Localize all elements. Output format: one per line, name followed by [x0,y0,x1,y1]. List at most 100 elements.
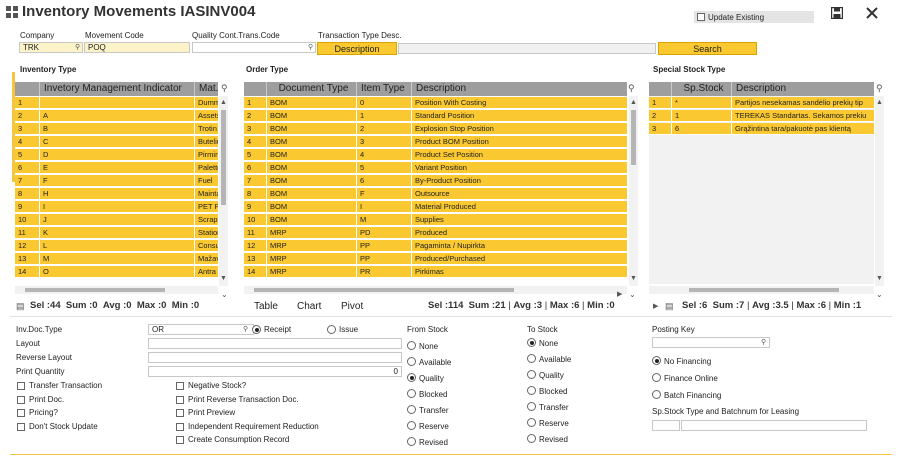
table-row[interactable]: 10 J Scrap [15,214,218,226]
order-type-grid[interactable]: Document Type Item Type Description 1 BOM… [244,82,627,284]
table-row[interactable]: 9 I PET P [15,201,218,213]
sp-stock-type-input[interactable] [652,420,680,431]
table-row[interactable]: 5 BOM 4 Product Set Position [244,149,627,161]
special-nav-icon[interactable]: ▶ [653,303,659,310]
from-stock-radio[interactable] [407,357,416,366]
table-row[interactable]: 3 B Trotin [15,123,218,135]
to-stock-radio[interactable] [527,402,536,411]
table-row[interactable]: 11 KStation [15,227,218,239]
table-row[interactable]: 2 AAssets [15,110,218,122]
print-quantity-input[interactable]: 0 [148,366,402,377]
close-icon[interactable] [866,7,878,19]
scroll-down-icon[interactable]: ▼ [220,275,227,282]
table-row[interactable]: 7 F Fuel [15,175,218,187]
checkbox[interactable] [17,395,25,404]
scroll-up-icon[interactable]: ▲ [220,99,227,106]
movement-code-input[interactable]: POQ [84,42,190,53]
quality-trans-code-input[interactable] [192,42,316,53]
save-icon[interactable] [830,6,844,20]
checkbox[interactable] [176,436,184,444]
company-input[interactable]: TRK [19,42,83,53]
to-stock-radio[interactable] [527,386,536,395]
tab-chart[interactable]: Chart [297,301,322,312]
tab-pivot[interactable]: Pivot [341,301,364,312]
col-item-type[interactable]: Item Type [356,82,411,96]
inv-doc-type-search-icon[interactable]: ⚲ [243,326,249,333]
table-row[interactable]: 14 O Antra [15,266,218,278]
to-stock-radio[interactable] [527,354,536,363]
special-export-icon[interactable]: ▤ [665,301,674,311]
table-row[interactable]: 1 Dumm [15,97,218,109]
quality-search-icon[interactable]: ⚲ [308,44,314,51]
table-row[interactable]: 14 MRP PR Pirkimas [244,266,627,278]
checkbox[interactable] [176,382,184,390]
col-document-type[interactable]: Document Type [266,82,356,96]
layout-input[interactable] [148,338,402,349]
table-row[interactable]: 1 BOM 0 Position With Costing [244,97,627,109]
special-search-icon[interactable]: ⚲ [876,83,883,93]
special-stock-grid[interactable]: Sp.Stock Description 1 * Partijos nesekama… [649,82,874,284]
table-row[interactable]: 6 EPalette [15,162,218,174]
from-stock-radio[interactable] [407,405,416,414]
posting-key-input[interactable] [652,337,770,348]
transaction-type-desc-input[interactable] [398,43,656,54]
col-invetory-management-indicator[interactable]: Invetory Management Indicator [39,82,194,96]
table-row[interactable]: 2 1 TEREKAS Standartas. Sekamos prekiu [649,110,874,122]
from-stock-radio[interactable] [407,341,416,350]
receipt-radio[interactable] [252,325,261,334]
table-row[interactable]: 13 MRP PP Produced/Purchased [244,253,627,265]
inventory-export-icon[interactable]: ▤ [16,301,25,311]
table-row[interactable]: 1 * Partijos nesekamas sandėlio prekių tip [649,97,874,109]
checkbox[interactable] [176,409,184,417]
table-row[interactable]: 3 6 Grąžintina tara/pakuotė pas klientą [649,123,874,135]
checkbox[interactable] [176,395,184,404]
order-collapse-icon[interactable]: ⌄ [629,290,636,299]
table-row[interactable]: 6 BOM 5 Variant Position [244,162,627,174]
tab-table[interactable]: Table [254,301,278,312]
table-row[interactable]: 12 MRP PP Pagaminta / Nupirkta [244,240,627,252]
table-row[interactable]: 8 HMainta [15,188,218,200]
table-row[interactable]: 13 M Mažav [15,253,218,265]
table-row[interactable]: 7 BOM 6 By-Product Position [244,175,627,187]
inventory-hscroll[interactable] [15,286,218,294]
search-button[interactable]: Search [658,42,757,55]
order-nav-right-icon[interactable]: ▶ [617,291,623,298]
update-existing-toggle[interactable] [694,11,814,23]
table-row[interactable]: 10 BOM M Supplies [244,214,627,226]
scroll-down-icon[interactable]: ▼ [630,275,637,282]
col-sp-stock[interactable]: Sp.Stock [671,82,731,96]
order-hscroll[interactable] [244,286,627,294]
checkbox[interactable] [176,422,184,431]
order-search-icon[interactable]: ⚲ [628,83,635,93]
financing-radio[interactable] [652,390,661,399]
to-stock-radio[interactable] [527,338,536,347]
table-row[interactable]: 5 D Pirmin [15,149,218,161]
inventory-search-icon[interactable]: ⚲ [221,83,228,93]
table-row[interactable]: 11 MRP PD Produced [244,227,627,239]
to-stock-radio[interactable] [527,434,536,443]
checkbox[interactable] [17,382,25,390]
table-row[interactable]: 9 BOM I Material Produced [244,201,627,213]
from-stock-radio[interactable] [407,389,416,398]
col-description[interactable]: Description [411,82,627,96]
company-search-icon[interactable]: ⚲ [75,44,81,51]
table-row[interactable]: 8 BOM F Outsource [244,188,627,200]
from-stock-radio[interactable] [407,373,416,382]
reverse-layout-input[interactable] [148,352,402,363]
special-collapse-icon[interactable]: ⌄ [876,290,883,299]
table-row[interactable]: 3 BOM 2 Explosion Stop Position [244,123,627,135]
scroll-up-icon[interactable]: ▲ [876,99,883,106]
special-hscroll[interactable] [649,286,874,294]
inventory-collapse-icon[interactable]: ⌄ [221,290,228,299]
from-stock-radio[interactable] [407,421,416,430]
financing-radio[interactable] [652,373,661,382]
from-stock-radio[interactable] [407,437,416,446]
scroll-down-icon[interactable]: ▼ [876,275,883,282]
batchnum-input[interactable] [681,420,867,431]
col-sp-description[interactable]: Description [731,82,874,96]
to-stock-radio[interactable] [527,370,536,379]
table-row[interactable]: 4 BOM 3 Product BOM Position [244,136,627,148]
checkbox[interactable] [17,409,25,417]
inv-doc-type-input[interactable]: OR [148,324,254,335]
scroll-up-icon[interactable]: ▲ [630,99,637,106]
